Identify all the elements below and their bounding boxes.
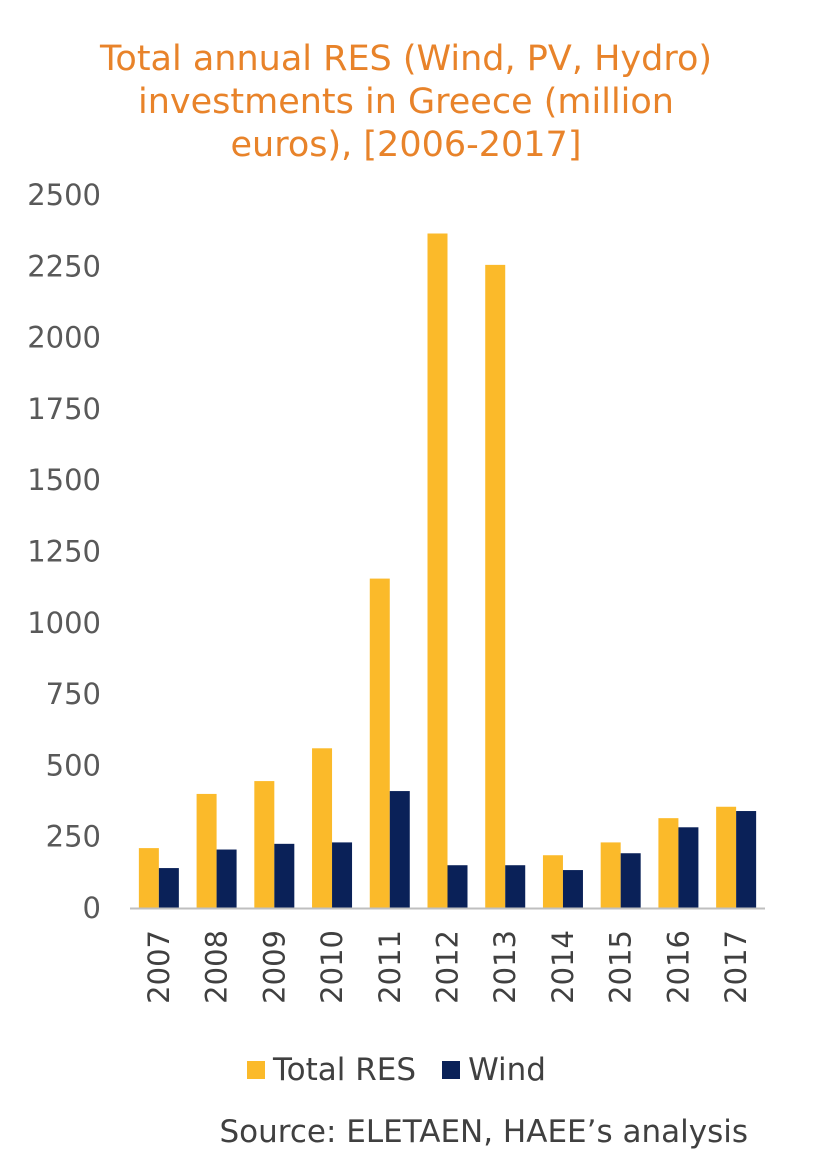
bar-wind-2017 xyxy=(736,811,757,908)
legend-label-wind: Wind xyxy=(468,1052,546,1088)
chart-title-line-3: euros), [2006-2017] xyxy=(230,125,582,165)
y-tick-label-250: 250 xyxy=(46,820,101,854)
bar-wind-2011 xyxy=(389,791,410,908)
y-tick-label-2500: 2500 xyxy=(27,178,101,212)
bar-chart: 0 250 500 750 1000 1250 1500 1750 2000 2250 2500 2… xyxy=(27,178,765,1004)
y-tick-label-500: 500 xyxy=(46,748,101,782)
x-tick-label-2014: 2014 xyxy=(546,930,580,1004)
chart-title-line-1: Total annual RES (Wind, PV, Hydro) xyxy=(99,39,713,79)
x-tick-label-2007: 2007 xyxy=(142,930,176,1004)
chart-title: Total annual RES (Wind, PV, Hydro) inves… xyxy=(40,38,772,167)
bar-total-res-2008 xyxy=(196,793,217,908)
bar-wind-2014 xyxy=(562,870,583,908)
x-tick-label-2008: 2008 xyxy=(200,930,234,1004)
bar-wind-2013 xyxy=(505,865,526,908)
y-tick-label-1750: 1750 xyxy=(27,392,101,426)
bar-wind-2016 xyxy=(678,827,699,908)
bar-total-res-2013 xyxy=(485,264,506,908)
bar-total-res-2011 xyxy=(369,578,390,908)
y-tick-label-1500: 1500 xyxy=(27,463,101,497)
x-tick-label-2017: 2017 xyxy=(719,930,753,1004)
bar-total-res-2014 xyxy=(542,855,563,908)
legend-swatch-total-res xyxy=(247,1061,265,1079)
x-tick-label-2015: 2015 xyxy=(604,930,638,1004)
y-tick-label-750: 750 xyxy=(46,677,101,711)
bar-wind-2012 xyxy=(447,865,468,908)
x-axis-tick-labels: 2007 2008 2009 2010 2011 2012 2013 2014 2015 2016… xyxy=(142,930,753,1004)
legend-swatch-wind xyxy=(442,1061,461,1079)
chart-title-line-2: investments in Greece (million xyxy=(138,82,674,122)
y-tick-label-2250: 2250 xyxy=(27,249,101,283)
bar-total-res-2017 xyxy=(716,806,737,908)
bar-total-res-2010 xyxy=(312,748,333,908)
x-tick-label-2009: 2009 xyxy=(257,930,291,1004)
legend-item-total-res: Total RES xyxy=(247,1052,416,1088)
y-tick-label-1250: 1250 xyxy=(27,535,101,569)
y-tick-label-2000: 2000 xyxy=(27,321,101,355)
bar-wind-2007 xyxy=(158,868,179,908)
bar-total-res-2007 xyxy=(138,848,159,908)
bar-wind-2015 xyxy=(620,853,641,908)
x-tick-label-2016: 2016 xyxy=(661,930,695,1004)
bar-wind-2008 xyxy=(216,849,237,908)
x-tick-label-2013: 2013 xyxy=(488,930,522,1004)
y-tick-label-1000: 1000 xyxy=(27,606,101,640)
bar-total-res-2016 xyxy=(658,818,679,908)
bar-wind-2009 xyxy=(274,843,295,908)
legend: Total RES Wind xyxy=(247,1050,572,1090)
legend-item-wind: Wind xyxy=(442,1052,546,1088)
y-axis-tick-labels: 0 250 500 750 1000 1250 1500 1750 2000 2250 2500 xyxy=(27,178,101,925)
bar-total-res-2012 xyxy=(427,233,448,908)
x-tick-label-2010: 2010 xyxy=(315,930,349,1004)
bar-total-res-2009 xyxy=(254,781,275,908)
legend-label-total-res: Total RES xyxy=(273,1052,417,1088)
bar-wind-2010 xyxy=(332,842,353,908)
x-tick-label-2012: 2012 xyxy=(431,930,465,1004)
bar-series xyxy=(138,233,757,908)
x-tick-label-2011: 2011 xyxy=(373,930,407,1004)
bar-total-res-2015 xyxy=(600,842,621,908)
source-note: Source: ELETAEN, HAEE’s analysis xyxy=(219,1114,749,1150)
y-tick-label-0: 0 xyxy=(83,891,101,925)
